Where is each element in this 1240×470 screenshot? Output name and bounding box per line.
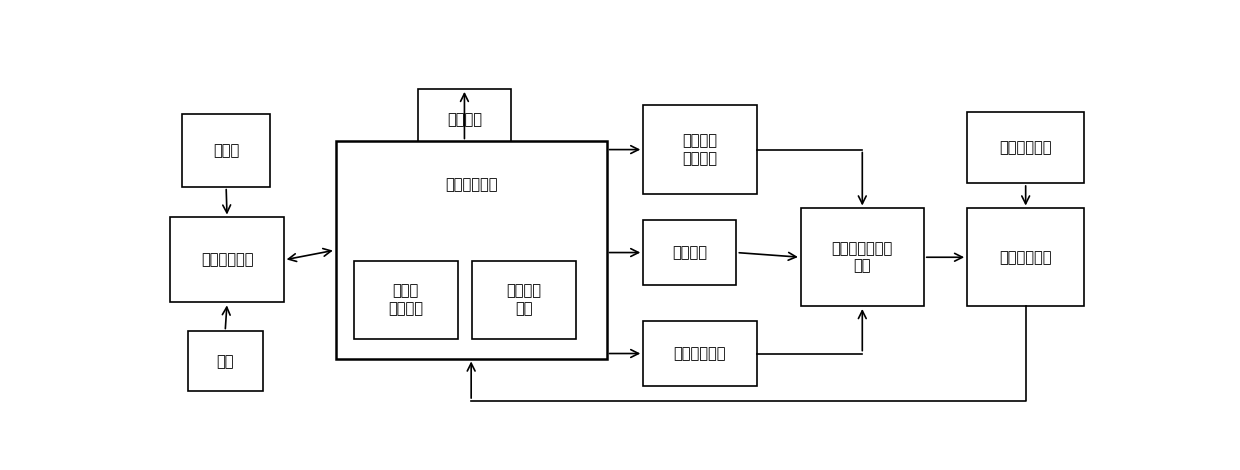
Text: 基准电压
输出模块: 基准电压 输出模块	[682, 133, 718, 166]
Text: 显示模块: 显示模块	[446, 112, 482, 127]
Text: 电流换向模块: 电流换向模块	[673, 346, 727, 361]
FancyBboxPatch shape	[182, 114, 270, 187]
FancyBboxPatch shape	[336, 141, 606, 359]
FancyBboxPatch shape	[644, 321, 756, 386]
Text: 核心控制模块: 核心控制模块	[445, 177, 497, 192]
FancyBboxPatch shape	[967, 208, 1084, 306]
Text: 电流串联负反馈
模块: 电流串联负反馈 模块	[832, 241, 893, 274]
Text: 参考电压模块: 参考电压模块	[999, 140, 1052, 155]
Text: 选档模块: 选档模块	[672, 245, 707, 260]
FancyBboxPatch shape	[644, 220, 737, 285]
FancyBboxPatch shape	[472, 261, 575, 339]
Text: 上位机: 上位机	[213, 143, 239, 158]
Text: 自动测量
模块: 自动测量 模块	[506, 283, 542, 316]
FancyBboxPatch shape	[170, 218, 284, 303]
FancyBboxPatch shape	[967, 112, 1084, 183]
FancyBboxPatch shape	[187, 331, 263, 391]
Text: 电阻率
计算模块: 电阻率 计算模块	[388, 283, 423, 316]
FancyBboxPatch shape	[353, 261, 458, 339]
Text: 指令接受模块: 指令接受模块	[201, 252, 253, 267]
Text: 按键: 按键	[217, 354, 234, 369]
FancyBboxPatch shape	[418, 89, 511, 150]
FancyBboxPatch shape	[801, 208, 924, 306]
Text: 电压采集模块: 电压采集模块	[999, 250, 1052, 265]
FancyBboxPatch shape	[644, 105, 756, 194]
